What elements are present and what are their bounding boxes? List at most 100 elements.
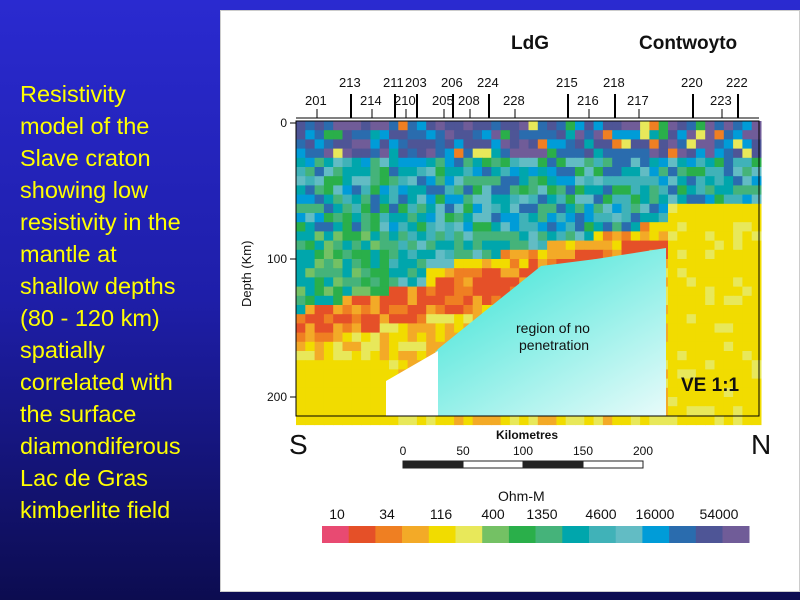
model-cell [640, 139, 650, 150]
model-cell [370, 378, 381, 389]
model-cell [537, 121, 548, 131]
model-cell [361, 185, 371, 196]
model-cell [333, 185, 343, 196]
model-cell [342, 176, 353, 186]
model-cell [695, 415, 706, 426]
model-cell [575, 213, 585, 223]
model-cell [389, 314, 399, 324]
model-cell [714, 305, 725, 315]
model-cell [370, 259, 381, 269]
model-cell [733, 415, 743, 426]
model-cell [751, 157, 762, 168]
model-cell [723, 148, 734, 159]
model-cell [435, 341, 446, 352]
model-cell [370, 121, 381, 131]
model-cell [379, 121, 390, 131]
model-cell [733, 213, 743, 223]
model-cell [733, 231, 743, 242]
model-cell [695, 231, 706, 242]
south-label: S [289, 429, 308, 460]
model-cell [342, 268, 353, 278]
model-cell [509, 222, 520, 232]
caption-line: Lac de Gras [20, 465, 149, 491]
model-cell [323, 157, 334, 168]
model-cell [472, 203, 483, 214]
model-cell [705, 231, 715, 242]
model-cell [695, 194, 706, 205]
model-cell [379, 369, 390, 380]
model-cell [547, 148, 557, 159]
model-cell [314, 203, 325, 214]
model-cell [426, 305, 436, 315]
model-cell [705, 157, 715, 168]
model-cell [695, 360, 706, 370]
model-cell [565, 249, 576, 260]
model-cell [361, 240, 371, 251]
model-cell [333, 277, 343, 288]
km-tick-label: 200 [633, 444, 653, 458]
model-cell [723, 213, 734, 223]
model-cell [742, 249, 753, 260]
model-cell [723, 323, 734, 334]
model-cell [333, 387, 343, 398]
model-cell [370, 268, 381, 278]
model-cell [333, 259, 343, 269]
model-cell [482, 121, 492, 131]
model-cell [723, 286, 734, 297]
model-cell [565, 167, 576, 177]
model-cell [695, 397, 706, 407]
model-cell [537, 213, 548, 223]
model-cell [751, 194, 762, 205]
model-cell [593, 121, 604, 131]
model-cell [472, 305, 483, 315]
colorbar-swatch [482, 526, 510, 543]
model-cell [407, 176, 418, 186]
model-cell [296, 240, 306, 251]
model-cell [742, 305, 753, 315]
model-cell [435, 194, 446, 205]
model-cell [751, 277, 762, 288]
km-tick-label: 50 [456, 444, 470, 458]
model-cell [296, 387, 306, 398]
model-cell [705, 194, 715, 205]
model-cell [361, 295, 371, 306]
model-cell [454, 286, 464, 297]
model-cell [705, 341, 715, 352]
model-cell [333, 295, 343, 306]
model-cell [351, 249, 362, 260]
model-cell [686, 360, 697, 370]
model-cell [584, 249, 595, 260]
model-cell [733, 295, 743, 306]
caption-line: showing low [20, 177, 149, 203]
model-cell [584, 176, 595, 186]
model-cell [472, 240, 483, 251]
depth-tick-label: 200 [267, 390, 287, 404]
model-cell [612, 185, 622, 196]
model-cell [398, 332, 409, 343]
model-cell [575, 249, 585, 260]
model-cell [444, 305, 455, 315]
model-cell [537, 231, 548, 242]
model-cell [733, 360, 743, 370]
model-cell [389, 259, 399, 269]
model-cell [649, 213, 660, 223]
model-cell [342, 332, 353, 343]
model-cell [370, 157, 381, 168]
model-cell [658, 203, 669, 214]
model-cell [463, 167, 474, 177]
model-cell [416, 314, 427, 324]
model-cell [463, 314, 474, 324]
model-cell [640, 203, 650, 214]
model-cell [305, 387, 316, 398]
model-cell [305, 203, 316, 214]
caption-line: Resistivity [20, 81, 126, 107]
model-cell [575, 130, 585, 140]
model-cell [640, 222, 650, 232]
model-cell [333, 286, 343, 297]
north-label: N [751, 429, 771, 460]
model-cell [323, 213, 334, 223]
model-cell [435, 222, 446, 232]
model-cell [621, 194, 632, 205]
model-cell [351, 213, 362, 223]
colorbar-swatch [589, 526, 616, 543]
